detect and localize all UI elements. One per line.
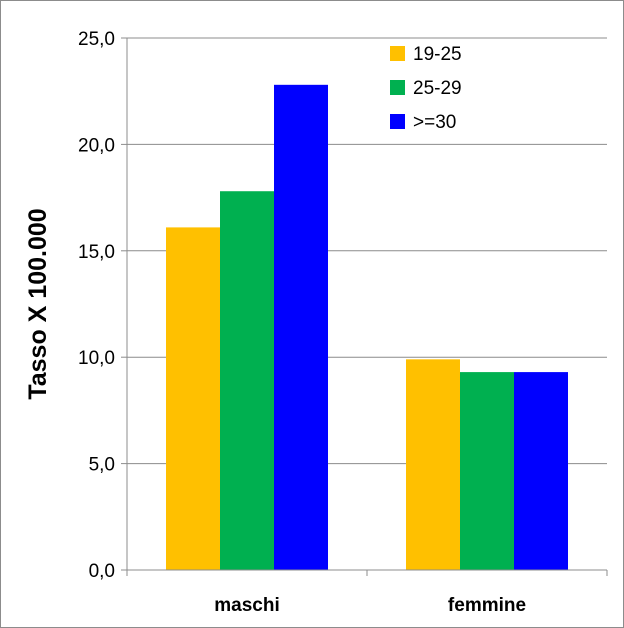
legend-swatch [390,80,405,95]
bar-1925-femmine [406,359,460,570]
bar-2529-maschi [220,191,274,570]
bar-2529-femmine [460,372,514,570]
x-category-label: maschi [214,595,279,616]
y-tick-label: 10,0 [78,348,115,369]
tick-labels: 0,0 5,0 10,0 15,0 20,0 25,0 maschi femmine [78,29,526,616]
legend-swatch [390,114,405,129]
y-axis-title: Tasso X 100.000 [24,208,52,399]
legend-swatch [390,46,405,61]
legend: 19-25 25-29 >=30 [390,44,462,133]
legend-label: 25-29 [413,78,462,99]
y-tick-label: 0,0 [89,561,115,582]
y-tick-label: 5,0 [89,455,115,476]
x-category-label: femmine [448,595,526,616]
bar-30-maschi [274,84,328,570]
y-tick-label: 20,0 [78,135,115,156]
bars [166,84,568,570]
axes [121,37,608,576]
y-tick-label: 15,0 [78,242,115,263]
y-tick-label: 25,0 [78,29,115,50]
legend-label: >=30 [413,112,456,133]
bar-1925-maschi [166,227,220,570]
legend-label: 19-25 [413,44,462,65]
bar-30-femmine [514,372,568,570]
